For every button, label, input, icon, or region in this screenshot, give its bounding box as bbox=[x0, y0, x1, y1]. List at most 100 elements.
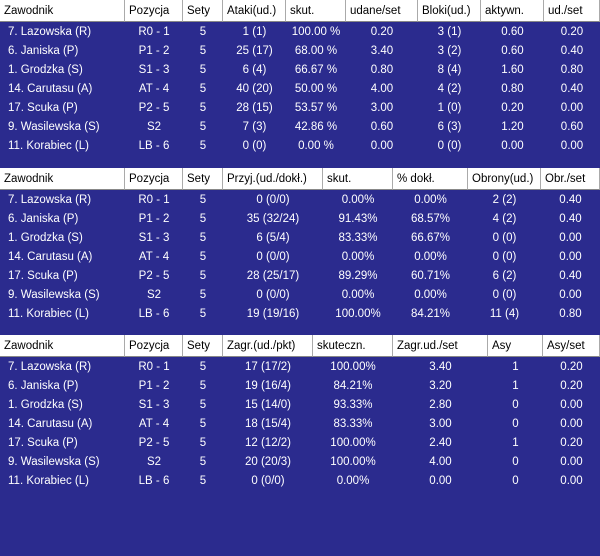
column-header[interactable]: Obr./set bbox=[541, 168, 600, 190]
column-header[interactable]: Zawodnik bbox=[0, 335, 125, 357]
column-header[interactable]: Zawodnik bbox=[0, 168, 125, 190]
column-header[interactable]: % dokł. bbox=[393, 168, 468, 190]
cell: S1 - 3 bbox=[138, 399, 170, 411]
cell: 0 bbox=[512, 475, 519, 487]
column-header[interactable]: Przyj.(ud./dokł.) bbox=[223, 168, 323, 190]
cell: 1 bbox=[512, 437, 519, 449]
column-header[interactable]: Bloki(ud.) bbox=[418, 0, 481, 22]
cell: 0.00 bbox=[560, 475, 583, 487]
cell: 0.00% bbox=[341, 194, 375, 206]
cell: 5 bbox=[199, 418, 207, 430]
cell: 3.00 bbox=[429, 418, 452, 430]
cell: 7. Lazowska (R) bbox=[8, 361, 92, 373]
cell: 14. Carutasu (A) bbox=[8, 83, 93, 95]
cell: 0.20 bbox=[560, 437, 583, 449]
cell: 0 bbox=[512, 418, 519, 430]
column-header[interactable]: skut. bbox=[286, 0, 346, 22]
cell: 5 bbox=[199, 399, 207, 411]
cell: P2 - 5 bbox=[138, 437, 170, 449]
cell: 6 (2) bbox=[492, 270, 517, 282]
cell: 0 (0) bbox=[242, 140, 267, 152]
column-header[interactable]: Pozycja bbox=[125, 0, 183, 22]
cell: 0.00 bbox=[559, 251, 582, 263]
cell: 12 (12/2) bbox=[244, 437, 292, 449]
cell: S1 - 3 bbox=[138, 232, 170, 244]
column-header[interactable]: aktywn. bbox=[481, 0, 544, 22]
column-header[interactable]: Ataki(ud.) bbox=[223, 0, 286, 22]
column-header[interactable]: Pozycja bbox=[125, 168, 183, 190]
cell: AT - 4 bbox=[138, 251, 170, 263]
column-header[interactable]: Sety bbox=[183, 335, 223, 357]
cell: 5 bbox=[199, 380, 207, 392]
column-header[interactable]: Zagr.ud./set bbox=[393, 335, 488, 357]
cell: 0.00 bbox=[560, 456, 583, 468]
cell: 66.67 % bbox=[294, 64, 338, 76]
column-header[interactable]: Sety bbox=[183, 0, 223, 22]
cell: 1.20 bbox=[501, 121, 524, 133]
cell: 5 bbox=[199, 232, 207, 244]
cell: AT - 4 bbox=[138, 418, 170, 430]
cell: 0.20 bbox=[560, 361, 583, 373]
cell: 4 (2) bbox=[492, 213, 517, 225]
cell: 0.00 bbox=[560, 102, 584, 114]
cell: 68.57% bbox=[410, 213, 450, 225]
cell: 19 (19/16) bbox=[246, 308, 300, 320]
cell: 5 bbox=[199, 308, 207, 320]
cell: 3 (1) bbox=[437, 26, 462, 38]
cell: S2 bbox=[146, 456, 162, 468]
column-header[interactable]: Zawodnik bbox=[0, 0, 125, 22]
cell: 5 bbox=[199, 475, 207, 487]
column-header[interactable]: Asy/set bbox=[543, 335, 600, 357]
column-header[interactable]: skuteczn. bbox=[313, 335, 393, 357]
cell: 11. Korabiec (L) bbox=[8, 308, 89, 320]
cell: 93.33% bbox=[333, 399, 373, 411]
column-header[interactable]: ud./set bbox=[544, 0, 600, 22]
cell: 14. Carutasu (A) bbox=[8, 418, 93, 430]
cell: 7. Lazowska (R) bbox=[8, 26, 92, 38]
cell: 5 bbox=[199, 26, 207, 38]
column-header[interactable]: udane/set bbox=[346, 0, 418, 22]
cell: 100.00 % bbox=[291, 26, 341, 38]
cell: 3.40 bbox=[370, 45, 394, 57]
cell: 1 (1) bbox=[242, 26, 267, 38]
cell: 6. Janiska (P) bbox=[8, 45, 79, 57]
cell: LB - 6 bbox=[138, 140, 170, 152]
cell: P2 - 5 bbox=[138, 270, 170, 282]
cell: 91.43% bbox=[338, 213, 378, 225]
column-header[interactable]: Zagr.(ud./pkt) bbox=[223, 335, 313, 357]
cell: 83.33% bbox=[338, 232, 378, 244]
column-header[interactable]: skut. bbox=[323, 168, 393, 190]
cell: 25 (17) bbox=[236, 45, 273, 57]
cell: 6 (5/4) bbox=[256, 232, 290, 244]
cell: 5 bbox=[199, 121, 207, 133]
cell: 4.00 bbox=[370, 83, 394, 95]
cell: 18 (15/4) bbox=[244, 418, 292, 430]
cell: 83.33% bbox=[333, 418, 373, 430]
cell: 1 (0) bbox=[437, 102, 462, 114]
cell: 0.00 bbox=[370, 140, 394, 152]
column-header[interactable]: Pozycja bbox=[125, 335, 183, 357]
cell: 100.00% bbox=[330, 456, 376, 468]
cell: 9. Wasilewska (S) bbox=[8, 456, 100, 468]
column-header[interactable]: Sety bbox=[183, 168, 223, 190]
cell: LB - 6 bbox=[138, 308, 170, 320]
column-header[interactable]: Obrony(ud.) bbox=[468, 168, 541, 190]
cell: 0.00 bbox=[560, 140, 584, 152]
cell: 0 (0) bbox=[437, 140, 462, 152]
cell: 0.80 bbox=[559, 308, 582, 320]
cell: 2 (2) bbox=[492, 194, 517, 206]
column-header[interactable]: Asy bbox=[488, 335, 543, 357]
cell: P2 - 5 bbox=[138, 102, 170, 114]
cell: 4 (2) bbox=[437, 83, 462, 95]
cell: 60.71% bbox=[410, 270, 450, 282]
cell: 0.40 bbox=[559, 213, 582, 225]
cell: 5 bbox=[199, 270, 207, 282]
cell: 0.00 bbox=[559, 232, 582, 244]
cell: R0 - 1 bbox=[138, 361, 170, 373]
cell: 0.00% bbox=[414, 194, 447, 206]
cell: R0 - 1 bbox=[138, 194, 170, 206]
cell: 0.40 bbox=[559, 270, 582, 282]
cell: 0.40 bbox=[560, 83, 584, 95]
cell: 7. Lazowska (R) bbox=[8, 194, 92, 206]
cell: 1.60 bbox=[501, 64, 524, 76]
